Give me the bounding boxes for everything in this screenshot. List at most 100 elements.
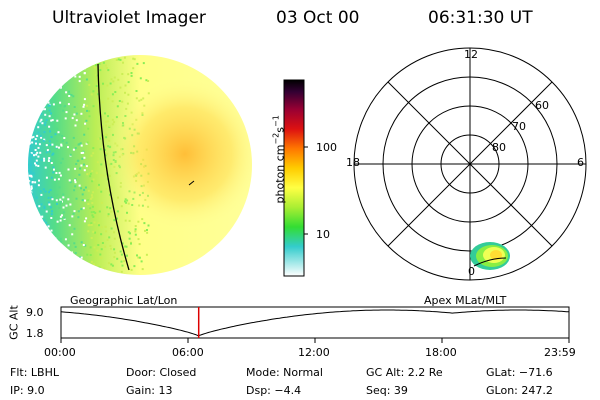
speckle-dot	[33, 62, 36, 65]
speckle-dot	[29, 228, 32, 230]
speckle-dot	[34, 269, 36, 272]
speckle-dot	[77, 55, 79, 58]
colorbar-label-100: 100	[316, 141, 337, 154]
time-label: 06:31:30 UT	[428, 8, 533, 28]
mlt-label-0: 0	[468, 265, 475, 278]
speckle-dot	[32, 218, 35, 221]
speckle-dot	[40, 257, 43, 259]
speckle-dot	[68, 58, 70, 61]
lat-label-60: 60	[535, 99, 549, 112]
speckle-dot	[28, 186, 31, 189]
info-ip: IP: 9.0	[10, 384, 45, 397]
colorbar-label-10: 10	[316, 228, 330, 241]
speckle-dot	[28, 100, 31, 103]
speckle-dot	[30, 119, 33, 122]
speckle-dot	[102, 273, 105, 275]
speckle-dot	[31, 269, 34, 272]
speckle-dot	[72, 59, 75, 62]
speckle-dot	[30, 260, 33, 262]
speckle-dot	[41, 230, 44, 233]
speckle-dot	[48, 70, 51, 72]
speckle-dot	[29, 232, 32, 235]
speckle-dot	[61, 68, 64, 71]
speckle-dot	[28, 80, 31, 83]
speckle-dot	[40, 270, 43, 273]
speckle-dot	[61, 63, 64, 66]
speckle-dot	[41, 75, 44, 78]
speckle-dot	[28, 227, 31, 230]
speckle-dot	[28, 268, 31, 270]
speckle-dot	[29, 72, 32, 75]
speckle-dot	[33, 86, 36, 89]
earth-image	[28, 55, 252, 275]
speckle-dot	[74, 268, 77, 271]
speckle-dot	[30, 240, 33, 243]
speckle-dot	[30, 117, 32, 120]
speckle-dot	[63, 77, 66, 80]
speckle-dot	[28, 237, 31, 240]
speckle-dot	[42, 265, 45, 268]
speckle-dot	[64, 62, 67, 65]
speckle-dot	[45, 241, 48, 244]
speckle-dot	[28, 250, 31, 253]
mlt-label-18: 18	[346, 156, 360, 169]
speckle-dot	[56, 266, 59, 269]
speckle-dot	[77, 69, 80, 72]
speckle-dot	[34, 82, 37, 85]
speckle-dot	[35, 255, 38, 258]
speckle-dot	[30, 208, 33, 211]
speckle-dot	[115, 272, 118, 275]
speckle-dot	[35, 246, 38, 249]
lat-label-80: 80	[492, 141, 506, 154]
speckle-dot	[41, 266, 44, 269]
colorbar	[283, 79, 308, 277]
speckle-dot	[28, 123, 31, 126]
speckle-dot	[33, 262, 36, 264]
speckle-dot	[110, 274, 113, 275]
speckle-dot	[30, 55, 33, 58]
date-label: 03 Oct 00	[276, 8, 360, 28]
auroral-blob	[470, 242, 510, 270]
speckle-dot	[92, 58, 95, 61]
speckle-dot	[36, 60, 39, 63]
speckle-dot	[37, 110, 40, 113]
speckle-dot	[46, 273, 49, 275]
mlt-label-12: 12	[464, 48, 478, 61]
altitude-plot-frame	[60, 306, 570, 339]
speckle-dot	[31, 127, 34, 130]
speckle-dot	[33, 112, 36, 115]
speckle-dot	[40, 237, 43, 240]
speckle-dot	[37, 238, 40, 241]
speckle-dot	[29, 85, 31, 88]
speckle-dot	[28, 223, 30, 226]
speckle-dot	[31, 231, 34, 234]
speckle-dot	[75, 58, 78, 61]
speckle-dot	[38, 88, 41, 91]
speckle-dot	[60, 55, 63, 58]
speckle-dot	[28, 96, 31, 98]
xtick-label-1: 06:00	[172, 346, 204, 359]
speckle-dot	[46, 252, 49, 255]
speckle-dot	[29, 117, 32, 120]
speckle-dot	[44, 56, 47, 59]
speckle-dot	[31, 203, 34, 206]
speckle-dot	[33, 113, 36, 116]
speckle-dot	[46, 82, 49, 85]
speckle-dot	[28, 188, 31, 191]
speckle-dot	[52, 252, 55, 255]
speckle-dot	[28, 111, 30, 114]
speckle-dot	[36, 79, 39, 82]
speckle-dot	[78, 58, 81, 61]
speckle-dot	[77, 65, 80, 68]
speckle-dot	[29, 72, 32, 75]
speckle-dot	[57, 243, 60, 245]
speckle-dot	[31, 116, 34, 119]
info-glon: GLon: 247.2	[486, 384, 553, 397]
speckle-dot	[48, 93, 51, 96]
speckle-dot	[43, 255, 46, 258]
speckle-dot	[31, 256, 34, 259]
subpoint-mark	[188, 180, 195, 186]
speckle-dot	[42, 246, 45, 249]
speckle-dot	[28, 222, 31, 225]
speckle-dot	[29, 198, 32, 200]
